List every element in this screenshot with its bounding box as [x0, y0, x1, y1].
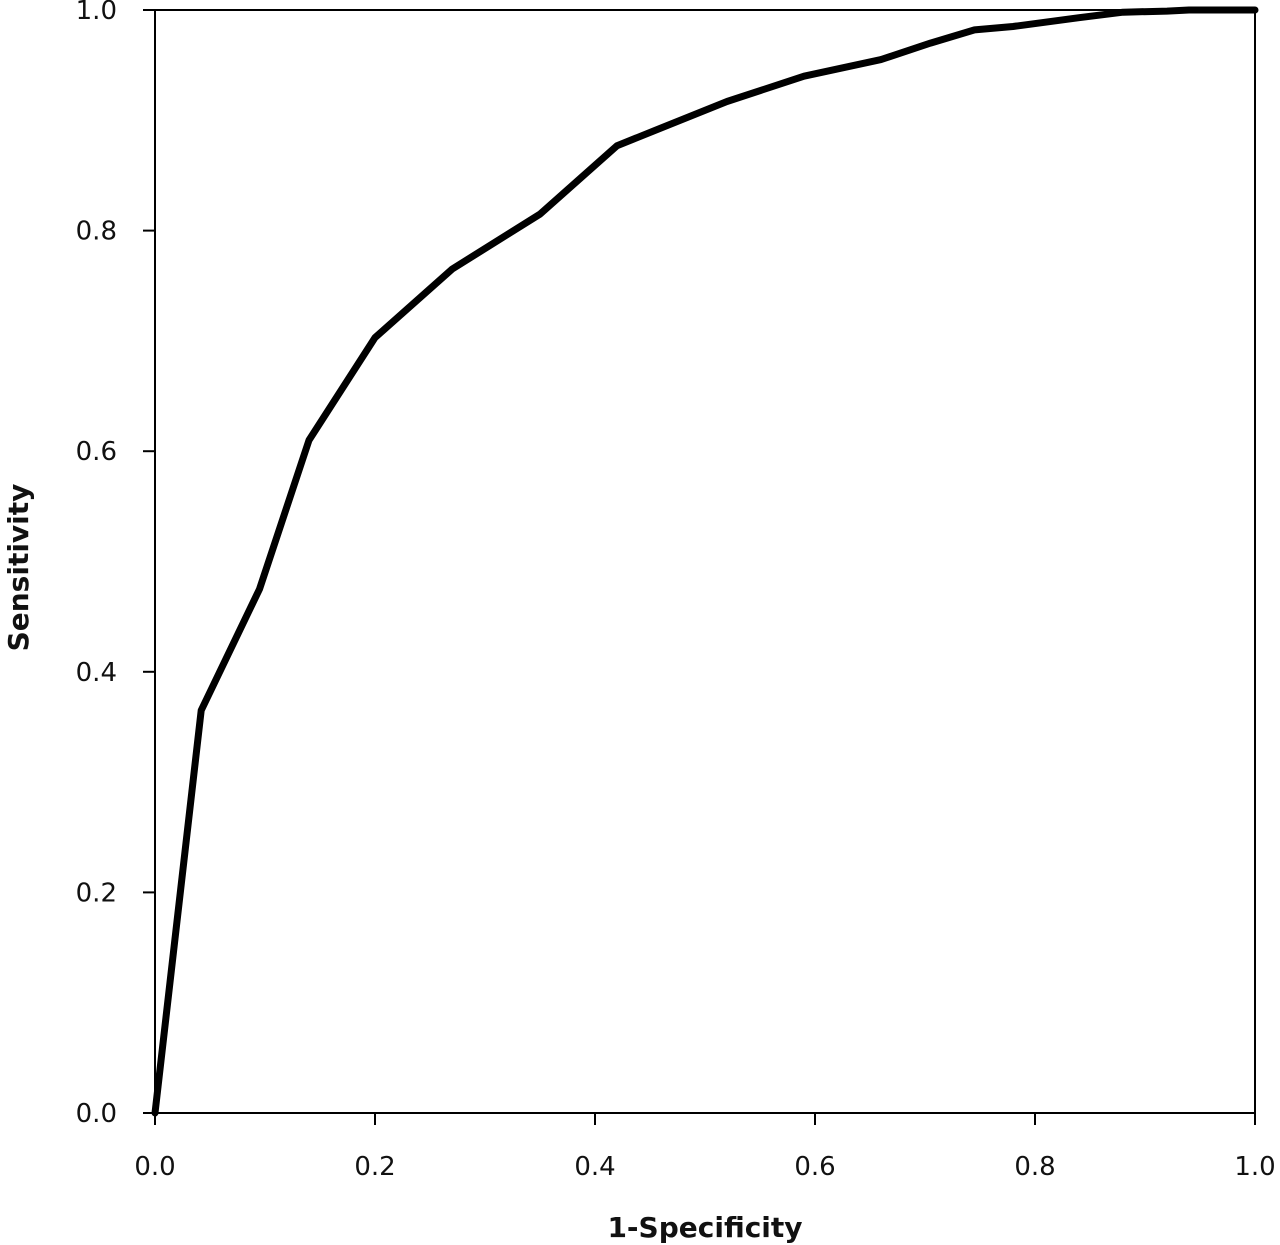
- series-layer: [151, 6, 1259, 1117]
- y-tick-label: 0.2: [76, 878, 117, 908]
- x-tick-label: 0.6: [794, 1152, 835, 1182]
- y-axis: 0.0 0.2 0.4 0.6 0.8 1.0: [76, 0, 155, 1129]
- x-axis: 0.0 0.2 0.4 0.6 0.8 1.0: [134, 1113, 1276, 1182]
- y-axis-title: Sensitivity: [2, 484, 35, 652]
- y-tick-label: 1.0: [76, 0, 117, 26]
- x-tick-label: 0.4: [574, 1152, 615, 1182]
- x-tick-label: 0.2: [354, 1152, 395, 1182]
- y-tick-label: 0.8: [76, 217, 117, 247]
- roc-curve-line: [151, 6, 1259, 1117]
- y-tick-label: 0.0: [76, 1099, 117, 1129]
- y-tick-label: 0.6: [76, 437, 117, 467]
- plot-frame: [154, 9, 1256, 1114]
- x-axis-title: 1-Specificity: [607, 1211, 802, 1244]
- x-tick-label: 0.0: [134, 1152, 175, 1182]
- x-tick-label: 0.8: [1014, 1152, 1055, 1182]
- y-tick-label: 0.4: [76, 658, 117, 688]
- x-tick-label: 1.0: [1234, 1152, 1275, 1182]
